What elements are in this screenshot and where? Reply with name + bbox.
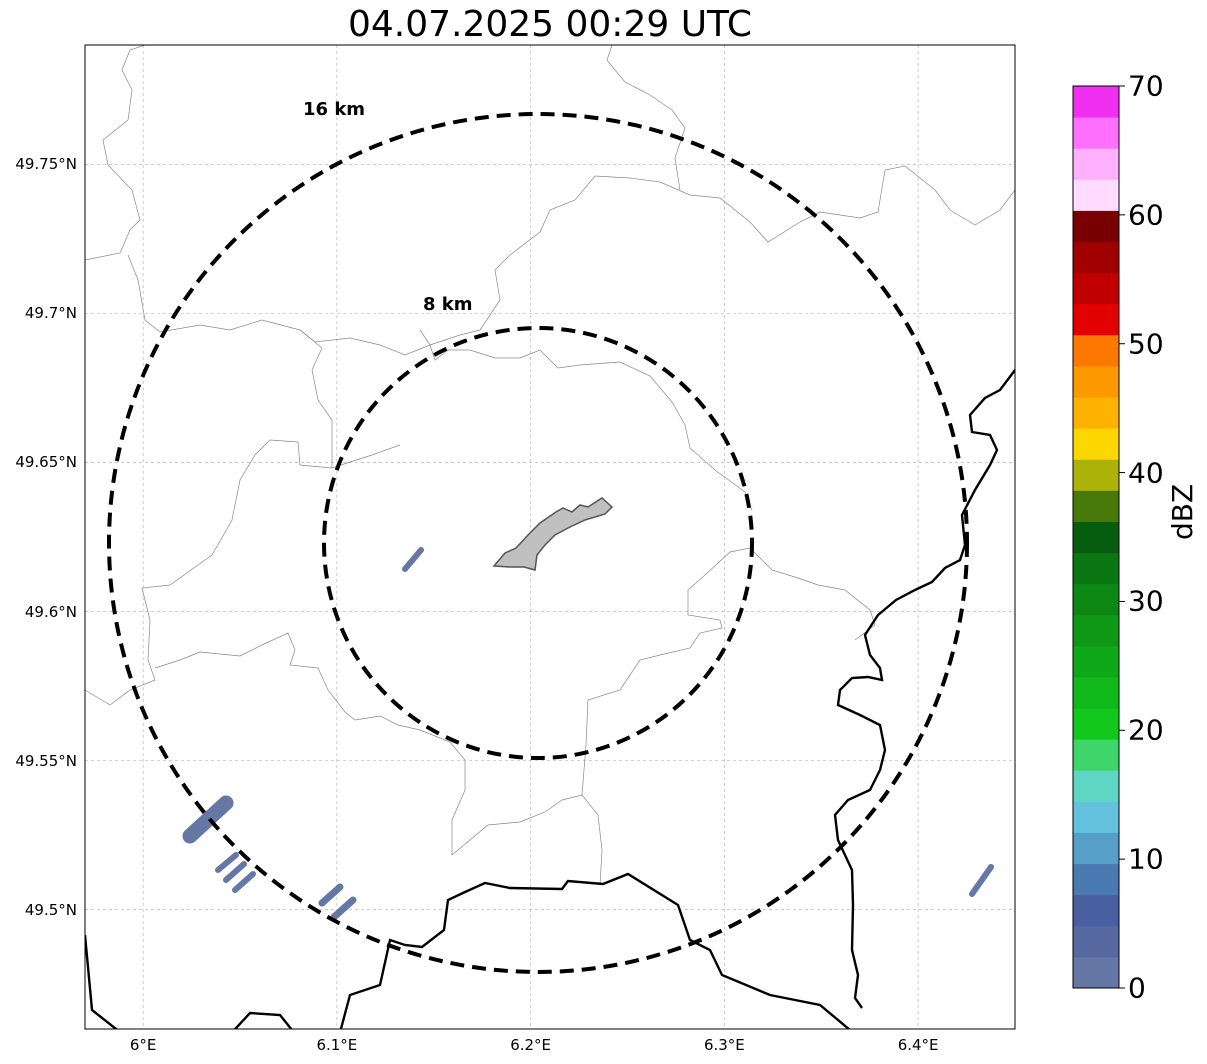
colorbar-segment: [1073, 210, 1119, 243]
colorbar-segment: [1073, 397, 1119, 429]
longitude-tick-label: 6.3°E: [703, 1036, 745, 1054]
colorbar-segment: [1073, 241, 1119, 274]
longitude-tick-label: 6°E: [129, 1036, 157, 1054]
range-ring-8km: [322, 326, 754, 760]
colorbar-title: dBZ: [1166, 483, 1199, 540]
longitude-tick-label: 6.1°E: [316, 1036, 358, 1054]
reflectivity-echoes: [182, 547, 994, 921]
latitude-tick-label: 49.5°N: [24, 900, 77, 919]
longitude-tick-label: 6.4°E: [897, 1036, 939, 1054]
latitude-tick-label: 49.75°N: [15, 155, 77, 174]
colorbar-segment: [1073, 925, 1119, 958]
latitude-tick-label: 49.6°N: [24, 602, 77, 621]
colorbar: [1073, 86, 1119, 989]
colorbar-frame: [1072, 85, 1120, 989]
colorbar-tick-label: 50: [1128, 327, 1164, 361]
latitude-tick-label: 49.7°N: [24, 304, 77, 323]
colorbar-segment: [1073, 614, 1119, 647]
graticule-gridlines: [85, 45, 1015, 1029]
colorbar-segment: [1073, 303, 1119, 336]
city-area: [492, 497, 614, 571]
colorbar-segment: [1073, 521, 1119, 554]
colorbar-segment: [1073, 272, 1119, 305]
colorbar-segment: [1073, 334, 1119, 367]
colorbar-segment: [1073, 459, 1119, 491]
colorbar-segment: [1073, 863, 1119, 896]
colorbar-segment: [1073, 801, 1119, 833]
colorbar-segment: [1073, 676, 1119, 709]
colorbar-segment: [1073, 179, 1119, 211]
colorbar-tick-label: 40: [1128, 456, 1164, 490]
colorbar-segment: [1073, 645, 1119, 678]
municipal-boundaries: [85, 45, 1015, 886]
range-rings: [107, 112, 969, 974]
colorbar-segment: [1073, 117, 1119, 149]
colorbar-segment: [1073, 832, 1119, 865]
colorbar-tick-label: 70: [1128, 69, 1164, 103]
ring-label-16km: 16 km: [303, 99, 365, 120]
colorbar-segment: [1073, 490, 1119, 522]
colorbar-segment: [1073, 148, 1119, 180]
colorbar-tick-label: 20: [1128, 713, 1164, 747]
colorbar-ticks: [1119, 85, 1125, 989]
colorbar-tick-label: 60: [1128, 198, 1164, 232]
map-title: 04.07.2025 00:29 UTC: [347, 4, 753, 45]
ring-label-8km: 8 km: [423, 294, 473, 315]
colorbar-segment: [1073, 86, 1119, 118]
longitude-tick-label: 6.2°E: [510, 1036, 552, 1054]
colorbar-tick-label: 10: [1128, 842, 1164, 876]
colorbar-tick-label: 30: [1128, 584, 1164, 618]
latitude-tick-label: 49.65°N: [15, 453, 77, 472]
colorbar-segment: [1073, 583, 1119, 616]
map-frame: [84, 44, 1016, 1030]
colorbar-segment: [1073, 894, 1119, 927]
colorbar-segment: [1073, 770, 1119, 802]
colorbar-segment: [1073, 552, 1119, 585]
colorbar-tick-label: 0: [1128, 971, 1146, 1005]
colorbar-segment: [1073, 956, 1119, 989]
colorbar-segment: [1073, 708, 1119, 740]
colorbar-segment: [1073, 428, 1119, 460]
national-borders: [85, 369, 1015, 1029]
latitude-tick-label: 49.55°N: [15, 751, 77, 770]
colorbar-segment: [1073, 365, 1119, 398]
colorbar-segment: [1073, 739, 1119, 771]
range-ring-16km: [107, 112, 969, 974]
